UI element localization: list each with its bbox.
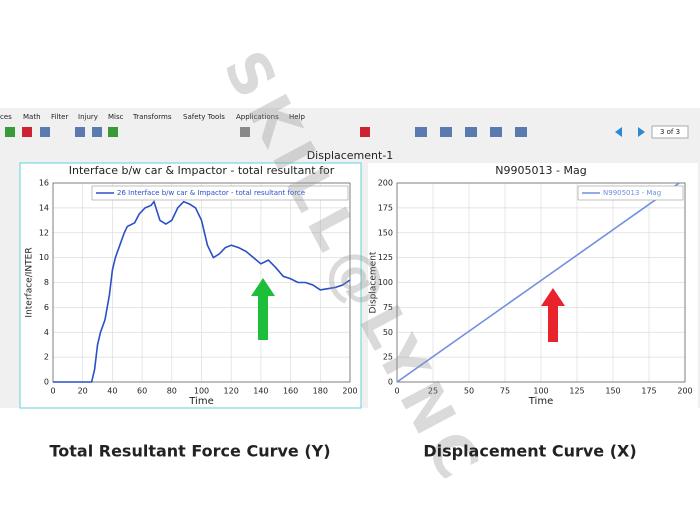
next-page[interactable] <box>638 127 645 137</box>
chart-title: Interface b/w car & Impactor - total res… <box>69 164 335 177</box>
menu-item[interactable]: Safety Tools <box>183 113 225 121</box>
up-arrow <box>251 278 275 340</box>
legend-label: N9905013 - Mag <box>603 189 661 197</box>
prev-page[interactable] <box>615 127 622 137</box>
y-tick-label: 50 <box>383 328 393 337</box>
data-line <box>53 199 351 383</box>
menu-bar: ces Math Filter Injury Misc Transforms Safety … <box>0 113 306 121</box>
x-tick-label: 150 <box>605 387 620 396</box>
x-tick-label: 180 <box>313 387 328 396</box>
tool-icon[interactable] <box>22 127 32 137</box>
x-tick-label: 50 <box>464 387 474 396</box>
caption: Total Resultant Force Curve (Y) <box>49 442 330 461</box>
x-tick-label: 120 <box>224 387 239 396</box>
toolbar: 3 of 3 <box>5 125 689 139</box>
tool-icon[interactable] <box>360 127 370 137</box>
x-tick-label: 80 <box>167 387 177 396</box>
caption: Displacement Curve (X) <box>423 442 636 461</box>
tool-icon[interactable] <box>465 127 477 137</box>
menu-item[interactable]: Filter <box>51 113 68 121</box>
y-tick-label: 150 <box>378 228 393 237</box>
menu-item[interactable]: Help <box>289 113 306 121</box>
x-tick-label: 200 <box>677 387 692 396</box>
plot-frame <box>52 182 351 383</box>
menu-item[interactable]: Math <box>23 113 41 121</box>
data-line <box>396 182 680 383</box>
y-tick-label: 14 <box>39 203 49 212</box>
legend-box <box>577 185 684 201</box>
y-tick-label: 200 <box>378 179 393 188</box>
x-tick-label: 75 <box>500 387 510 396</box>
x-tick-label: 60 <box>137 387 147 396</box>
y-tick-label: 75 <box>383 303 393 312</box>
x-tick-label: 100 <box>533 387 548 396</box>
y-axis-label: Interface/INTER <box>25 247 35 317</box>
x-tick-label: 160 <box>283 387 298 396</box>
x-tick-label: 175 <box>641 387 656 396</box>
x-tick-label: 20 <box>78 387 88 396</box>
tool-icon[interactable] <box>40 127 50 137</box>
tool-icon[interactable] <box>415 127 427 137</box>
page-indicator: 3 of 3 <box>660 128 680 136</box>
up-arrow <box>541 288 565 342</box>
x-tick-label: 25 <box>428 387 438 396</box>
y-tick-label: 125 <box>378 253 393 262</box>
y-tick-label: 16 <box>39 179 49 188</box>
x-tick-label: 0 <box>394 387 399 396</box>
y-tick-label: 2 <box>44 353 49 362</box>
y-tick-label: 175 <box>378 203 393 212</box>
tool-icon[interactable] <box>440 127 452 137</box>
menu-item[interactable]: Misc <box>108 113 124 121</box>
x-tick-label: 140 <box>253 387 268 396</box>
y-tick-label: 100 <box>378 278 393 287</box>
plot-frame <box>396 182 686 383</box>
y-tick-label: 25 <box>383 353 393 362</box>
x-axis-label: Time <box>188 396 213 407</box>
tool-icon[interactable] <box>92 127 102 137</box>
window-title: Displacement-1 <box>307 149 394 162</box>
y-tick-label: 0 <box>388 378 393 387</box>
chart-title: N9905013 - Mag <box>495 164 586 177</box>
y-tick-label: 0 <box>44 378 49 387</box>
x-tick-label: 40 <box>107 387 117 396</box>
tool-icon[interactable] <box>5 127 15 137</box>
x-tick-label: 0 <box>50 387 55 396</box>
x-axis-label: Time <box>528 396 553 407</box>
y-axis-label: Displacement <box>369 251 379 313</box>
tool-icon[interactable] <box>240 127 250 137</box>
page-box[interactable] <box>651 125 689 139</box>
y-tick-label: 10 <box>39 253 49 262</box>
legend-box <box>91 185 349 201</box>
tool-icon[interactable] <box>490 127 502 137</box>
y-tick-label: 12 <box>39 228 49 237</box>
legend-label: 26 Interface b/w car & Impactor - total … <box>117 189 305 197</box>
y-tick-label: 8 <box>44 278 49 287</box>
tool-icon[interactable] <box>75 127 85 137</box>
y-tick-label: 4 <box>44 328 49 337</box>
menu-item[interactable]: Injury <box>78 113 98 121</box>
x-tick-label: 125 <box>569 387 584 396</box>
menu-item[interactable]: ces <box>0 113 12 121</box>
x-tick-label: 100 <box>194 387 209 396</box>
tool-icon[interactable] <box>108 127 118 137</box>
x-tick-label: 200 <box>342 387 357 396</box>
menu-item[interactable]: Transforms <box>132 113 172 121</box>
tool-icon[interactable] <box>515 127 527 137</box>
menu-item[interactable]: Applications <box>236 113 279 121</box>
y-tick-label: 6 <box>44 303 49 312</box>
